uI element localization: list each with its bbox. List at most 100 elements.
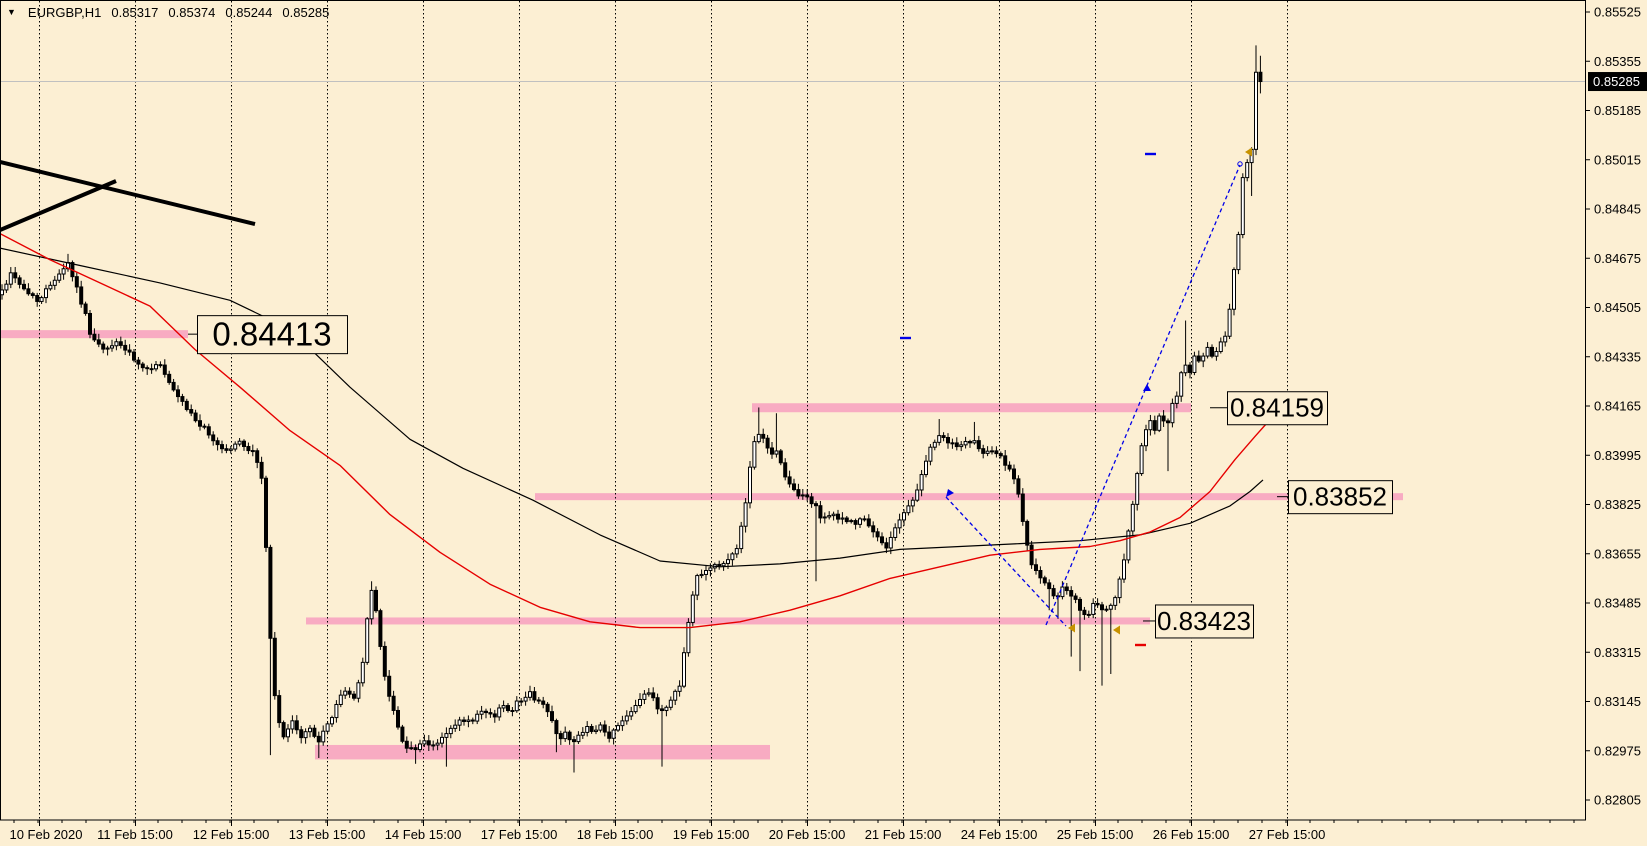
- bear-candle-body: [193, 412, 198, 422]
- bear-candle-body: [264, 477, 268, 548]
- price-level-band[interactable]: [535, 493, 1403, 501]
- bear-candle-body: [184, 400, 189, 411]
- bear-candle-body: [88, 312, 92, 335]
- bear-candle-body: [224, 448, 229, 451]
- trendline-black[interactable]: [0, 160, 256, 226]
- bear-candle-body: [242, 440, 246, 447]
- bear-candle-body: [783, 462, 788, 478]
- bull-candle-body: [1218, 341, 1223, 353]
- bear-candle-body: [277, 695, 282, 724]
- trade-arrow-icon: [1068, 623, 1075, 633]
- blue-trendlines: [945, 164, 1241, 627]
- bull-candle-body: [1130, 503, 1135, 532]
- black-trendlines: [0, 160, 256, 232]
- bear-candle-body: [1166, 420, 1170, 424]
- bull-candle-body: [924, 460, 928, 476]
- y-tick-label: 0.84505: [1594, 300, 1641, 315]
- x-axis[interactable]: 10 Feb 2020 11 Feb 15:00 12 Feb 15:00 13 Fe…: [9, 820, 1575, 843]
- bull-candle-body: [734, 548, 739, 555]
- price-level-label-box[interactable]: [1288, 480, 1393, 515]
- trendline-black[interactable]: [0, 179, 117, 232]
- bear-candle-body: [809, 496, 814, 505]
- bull-candle-body: [435, 742, 440, 746]
- price-level-label-box[interactable]: [197, 315, 348, 355]
- bull-candle-body: [497, 707, 502, 718]
- bear-candle-body: [1016, 478, 1021, 495]
- bear-candle-body: [602, 724, 607, 733]
- bear-candle-body: [294, 720, 299, 731]
- y-tick-label: 0.82975: [1594, 743, 1641, 758]
- bull-candle-body: [1135, 473, 1140, 505]
- high-value: 0.85374: [168, 5, 216, 20]
- bull-candle-body: [440, 736, 444, 744]
- bear-candle-body: [884, 542, 889, 549]
- bull-candle-body: [624, 715, 629, 722]
- price-level-label[interactable]: 0.83852: [1288, 480, 1393, 515]
- bear-candle-body: [1047, 582, 1052, 590]
- bull-candle-body: [343, 690, 348, 696]
- bear-candle-body: [1007, 464, 1012, 470]
- price-level-label-box[interactable]: [1155, 604, 1254, 639]
- y-tick-label: 0.83825: [1594, 497, 1641, 512]
- bull-candle-body: [1108, 604, 1113, 610]
- bull-candle-body: [334, 703, 339, 719]
- y-tick-label: 0.85355: [1594, 54, 1641, 69]
- price-level-label-box[interactable]: [1227, 391, 1328, 426]
- bull-candle-body: [721, 562, 726, 567]
- bull-candle-body: [752, 441, 757, 468]
- bear-candle-body: [765, 437, 770, 449]
- bull-candle-body: [1086, 613, 1091, 616]
- bull-candle-body: [523, 696, 528, 702]
- price-level-label[interactable]: 0.84159: [1227, 391, 1328, 426]
- bear-candle-body: [532, 691, 537, 701]
- open-value: 0.85317: [111, 5, 159, 20]
- price-level-label[interactable]: 0.84413: [197, 315, 348, 355]
- bear-candle-body: [387, 675, 392, 697]
- bull-candle-body: [1104, 608, 1109, 611]
- bull-candle-body: [708, 567, 713, 572]
- bear-candle-body: [382, 645, 387, 677]
- bull-candle-body: [743, 502, 748, 527]
- bear-candle-body: [655, 697, 660, 710]
- chart-menu-triangle-icon[interactable]: ▼: [7, 7, 16, 17]
- bear-candle-body: [1095, 602, 1100, 606]
- bull-candle-body: [1174, 395, 1179, 404]
- bull-candle-body: [1232, 269, 1236, 310]
- bull-candle-body: [704, 570, 708, 575]
- support-zone-band[interactable]: [315, 744, 770, 760]
- bear-candle-body: [1003, 455, 1008, 466]
- symbol-period-label: EURGBP,H1: [27, 5, 102, 20]
- bear-candle-body: [426, 740, 431, 746]
- bear-candle-body: [281, 722, 286, 738]
- price-level-band[interactable]: [306, 617, 1150, 625]
- bear-candle-body: [941, 435, 946, 439]
- bull-candle-body: [1117, 578, 1122, 599]
- price-level-label-text: 0.84413: [212, 316, 331, 353]
- bull-candle-body: [576, 734, 581, 743]
- bear-candle-body: [132, 351, 136, 361]
- y-tick-label: 0.83655: [1594, 546, 1641, 561]
- trendline-blue-dashed[interactable]: [1045, 164, 1241, 626]
- bear-candle-body: [871, 525, 876, 533]
- bear-candle-body: [1020, 493, 1025, 522]
- bear-candle-body: [250, 450, 255, 453]
- y-axis[interactable]: 0.85525 0.85355 0.85185 0.85015 0.84845 0.846…: [1585, 5, 1647, 808]
- bear-candle-body: [96, 339, 101, 345]
- bull-candle-body: [418, 743, 422, 751]
- price-level-label[interactable]: 0.83423: [1155, 604, 1254, 639]
- trendline-blue-dashed[interactable]: [945, 496, 1067, 627]
- bull-candle-body: [646, 692, 651, 695]
- bid-price-label: 0.85285: [1588, 72, 1647, 92]
- bear-candle-body: [651, 692, 656, 699]
- price-level-band[interactable]: [752, 403, 1191, 413]
- bear-candle-body: [853, 520, 858, 525]
- bear-candle-body: [1073, 595, 1078, 600]
- y-tick-label: 0.85525: [1594, 5, 1641, 20]
- bear-candle-body: [950, 442, 955, 445]
- bear-candle-body: [211, 434, 216, 442]
- bull-candle-body: [110, 345, 114, 349]
- bear-candle-body: [814, 503, 818, 507]
- bear-candle-body: [1082, 609, 1087, 616]
- bull-candle-body: [466, 719, 471, 722]
